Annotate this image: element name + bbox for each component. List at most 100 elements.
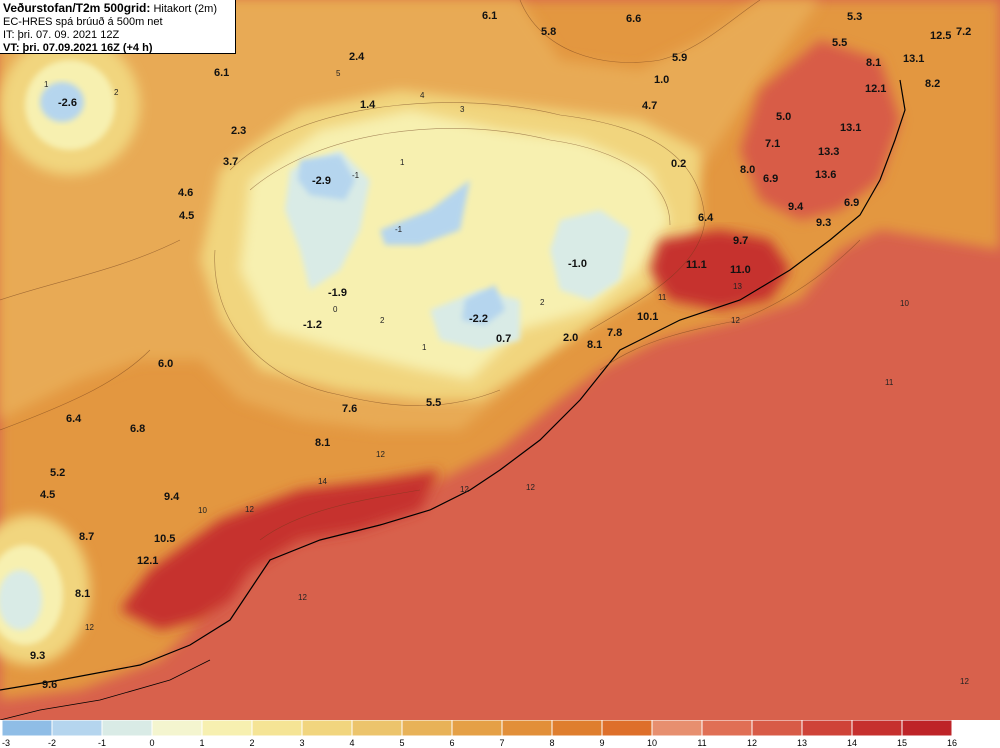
temp-label: 6.9 <box>844 197 859 209</box>
warm-strip-ne <box>740 40 900 220</box>
product-title: Veðurstofan/T2m 500grid: <box>3 1 151 15</box>
contour-label: 10 <box>900 299 909 308</box>
contour-label: 11 <box>658 293 667 302</box>
temp-label: 4.5 <box>179 210 194 222</box>
temp-label: -1.2 <box>303 319 322 331</box>
temp-label: 11.0 <box>730 264 751 276</box>
legend-swatch <box>851 720 903 737</box>
temp-label: 2.3 <box>231 125 246 137</box>
legend-swatch <box>701 720 753 737</box>
temperature-labels: -2.6 6.1 2.4 6.1 5.8 6.6 5.9 1.0 4.7 5.3… <box>30 10 971 691</box>
cold-dome-sw <box>0 570 42 630</box>
legend-tick-label: 7 <box>499 738 504 748</box>
temp-label: 5.3 <box>847 11 862 23</box>
contour-label: 12 <box>731 316 740 325</box>
contour-label: 1 <box>400 158 405 167</box>
temp-label: 12.5 <box>930 30 951 42</box>
temp-label: 5.2 <box>50 467 65 479</box>
temp-label: 7.8 <box>607 327 622 339</box>
temp-label: 7.2 <box>956 26 971 38</box>
temp-label: 9.7 <box>733 235 748 247</box>
temp-label: 2.4 <box>349 51 365 63</box>
legend-tick-label: 13 <box>797 738 807 748</box>
legend-tick-label: -2 <box>48 738 56 748</box>
warm-lowland-south <box>120 470 440 630</box>
temp-label: 0.2 <box>671 158 686 170</box>
temp-label: 6.4 <box>698 212 714 224</box>
temp-label: 8.7 <box>79 531 94 543</box>
temp-label: 5.5 <box>832 37 847 49</box>
temp-label: 6.9 <box>763 173 778 185</box>
temp-label: 4.6 <box>178 187 193 199</box>
legend-tick-label: 9 <box>599 738 604 748</box>
legend-tick-label: 10 <box>647 738 657 748</box>
warm-lowland-east <box>650 230 790 310</box>
temp-label: 1.4 <box>360 99 376 111</box>
temp-label: 9.3 <box>30 650 45 662</box>
glacier-zone <box>380 180 470 245</box>
contour-label: 2 <box>114 88 119 97</box>
title-line: Veðurstofan/T2m 500grid: Hitakort (2m) <box>3 2 232 16</box>
valid-time: VT: þri. 07.09.2021 16Z (+4 h) <box>3 42 153 54</box>
temp-label: 9.3 <box>816 217 831 229</box>
temp-label: 6.1 <box>214 67 229 79</box>
temp-label: 5.0 <box>776 111 791 123</box>
temp-label: 10.1 <box>637 311 658 323</box>
temp-label: 8.1 <box>315 437 330 449</box>
contour-label: 12 <box>85 623 94 632</box>
legend-tick-label: 16 <box>947 738 957 748</box>
legend-tick-label: -1 <box>98 738 106 748</box>
legend-tick-label: 2 <box>249 738 254 748</box>
temp-label: 12.1 <box>865 83 886 95</box>
temp-label: 11.1 <box>686 259 707 271</box>
color-legend: -3 -2 -1 0 1 2 3 4 5 6 7 8 9 10 11 12 13 14 15 16 <box>0 720 1000 748</box>
legend-swatch <box>251 720 303 737</box>
temp-label: 6.4 <box>66 413 82 425</box>
legend-bar: -3 -2 -1 0 1 2 3 4 5 6 7 8 9 10 11 12 13 14 15 16 <box>1 720 957 748</box>
temp-label: -2.6 <box>58 97 77 109</box>
legend-tick-label: 11 <box>697 738 706 748</box>
legend-swatch <box>451 720 503 737</box>
legend-tick-label: 0 <box>149 738 154 748</box>
temp-label: 8.1 <box>75 588 90 600</box>
temp-label: -1.9 <box>328 287 347 299</box>
cold-dome-nw <box>40 82 84 122</box>
temp-label: 0.7 <box>496 333 511 345</box>
contour-value-labels: 2 1 -1 0 1 2 5 4 3 1 -1 2 12 14 12 12 10… <box>44 69 969 686</box>
temp-label: 8.1 <box>866 57 881 69</box>
legend-swatch <box>501 720 553 737</box>
legend-swatch <box>901 720 953 737</box>
temp-label: 5.9 <box>672 52 687 64</box>
legend-swatch <box>601 720 653 737</box>
legend-tick-label: 1 <box>199 738 204 748</box>
contour-label: -1 <box>352 171 360 180</box>
contour-label: 10 <box>198 506 207 515</box>
glacier-zone <box>462 285 505 325</box>
temp-label: 9.6 <box>42 679 57 691</box>
temperature-map: -2.6 6.1 2.4 6.1 5.8 6.6 5.9 1.0 4.7 5.3… <box>0 0 1000 720</box>
contour-label: 12 <box>960 677 969 686</box>
contour-label: 13 <box>733 282 742 291</box>
glacier-zone <box>550 210 630 300</box>
legend-tick-label: 6 <box>449 738 454 748</box>
legend-tick-label: 4 <box>349 738 354 748</box>
coastline-inner <box>0 659 211 720</box>
contour-label: 2 <box>540 298 545 307</box>
contour-label: 0 <box>333 305 338 314</box>
contour-label: 14 <box>318 477 327 486</box>
temp-label: 5.8 <box>541 26 556 38</box>
contour-label: 12 <box>245 505 254 514</box>
temp-label: 7.1 <box>765 138 780 150</box>
legend-tick-label: 15 <box>897 738 907 748</box>
temp-label: 8.2 <box>925 78 940 90</box>
legend-swatch <box>101 720 153 737</box>
temp-label: -1.0 <box>568 258 587 270</box>
temp-label: 4.5 <box>40 489 55 501</box>
temp-label: 3.7 <box>223 156 238 168</box>
legend-swatch <box>351 720 403 737</box>
temp-label: 13.1 <box>840 122 861 134</box>
temp-label: 6.0 <box>158 358 173 370</box>
legend-swatch <box>651 720 703 737</box>
legend-swatch <box>151 720 203 737</box>
